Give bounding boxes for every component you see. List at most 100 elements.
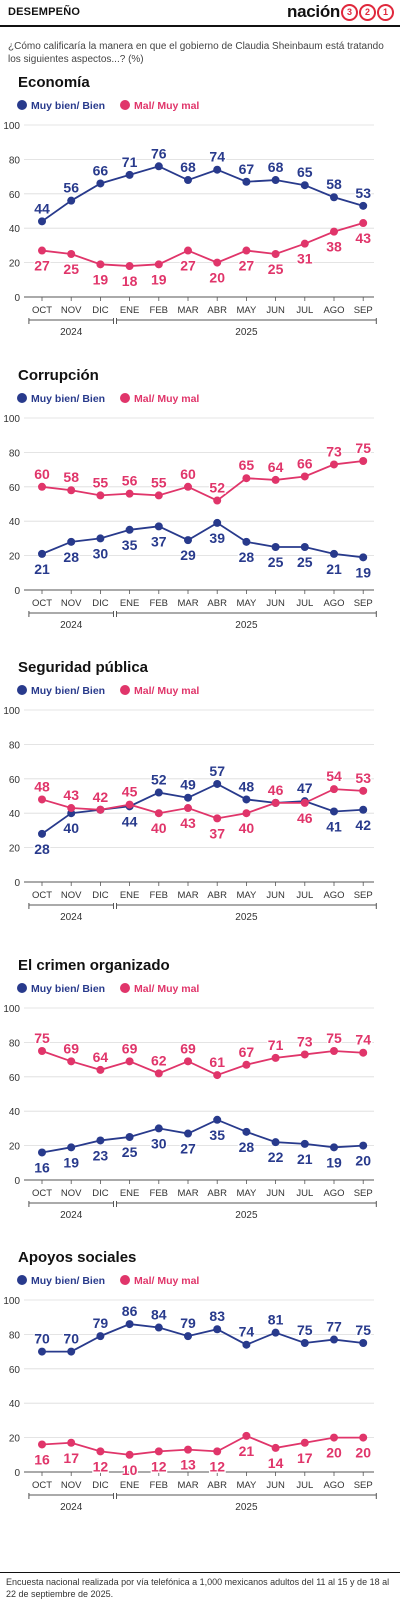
- y-tick-label: 40: [9, 517, 21, 528]
- x-tick-label: MAY: [236, 890, 257, 901]
- data-label: 28: [239, 1139, 255, 1155]
- x-tick-label: AGO: [323, 1188, 344, 1199]
- survey-question: ¿Cómo calificaría la manera en que el go…: [8, 41, 384, 65]
- data-label: 79: [93, 1315, 109, 1331]
- data-point: [330, 785, 338, 794]
- x-tick-label: DIC: [92, 1480, 109, 1491]
- data-point: [242, 537, 251, 546]
- x-tick-label: NOV: [61, 890, 82, 901]
- data-label: 77: [326, 1319, 342, 1335]
- data-point: [154, 1124, 163, 1133]
- data-label: 43: [355, 230, 371, 246]
- series-line: [41, 1118, 364, 1154]
- data-label: 12: [209, 1458, 225, 1474]
- data-label: 35: [122, 537, 138, 553]
- data-point: [271, 543, 280, 551]
- y-tick-label: 0: [14, 293, 20, 304]
- data-point: [125, 262, 134, 271]
- chart-title: Economía: [18, 74, 90, 91]
- data-label: 19: [326, 1154, 342, 1170]
- series-line: [41, 1050, 364, 1077]
- x-tick-label: MAR: [177, 1188, 198, 1199]
- data-label: 67: [239, 161, 255, 177]
- legend-marker: [120, 685, 130, 695]
- data-label: 58: [326, 176, 342, 192]
- x-tick-label: OCT: [32, 1188, 52, 1199]
- data-point: [300, 181, 309, 190]
- data-label: 37: [209, 825, 225, 841]
- data-point: [300, 239, 309, 248]
- data-point: [242, 474, 251, 483]
- x-tick-label: MAY: [236, 598, 257, 609]
- data-point: [242, 246, 251, 255]
- data-point: [67, 1438, 76, 1447]
- data-point: [184, 536, 192, 545]
- series-line: [41, 165, 364, 223]
- data-label: 28: [239, 549, 255, 565]
- x-tick-label: ENE: [120, 1188, 140, 1199]
- x-tick-label: JUL: [296, 890, 313, 901]
- data-label: 19: [151, 271, 167, 287]
- data-label: 30: [93, 545, 109, 561]
- brand-digit: 3: [341, 3, 358, 21]
- data-point: [359, 201, 368, 210]
- legend-marker: [120, 393, 130, 403]
- data-label: 74: [239, 1324, 255, 1340]
- data-point: [38, 829, 46, 838]
- chart-title: Apoyos sociales: [18, 1249, 136, 1266]
- data-label: 46: [297, 810, 313, 826]
- data-point: [154, 1069, 163, 1078]
- x-tick-label: DIC: [92, 1188, 109, 1199]
- x-tick-label: FEB: [150, 305, 168, 316]
- y-tick-label: 0: [14, 586, 20, 597]
- data-point: [184, 176, 192, 185]
- data-label: 66: [297, 455, 313, 471]
- data-label: 13: [180, 1457, 196, 1473]
- data-label: 60: [34, 466, 50, 482]
- x-tick-label: JUN: [266, 598, 285, 609]
- data-point: [359, 1141, 368, 1150]
- data-point: [125, 800, 134, 809]
- data-label: 65: [239, 457, 255, 473]
- data-point: [300, 1139, 309, 1148]
- data-point: [125, 1450, 134, 1459]
- data-point: [242, 809, 251, 818]
- legend-label: Muy bien/ Bien: [31, 393, 105, 405]
- data-point: [38, 1347, 46, 1356]
- data-point: [271, 176, 280, 185]
- y-tick-label: 60: [9, 1073, 21, 1084]
- data-point: [359, 1048, 368, 1057]
- x-tick-label: AGO: [323, 598, 344, 609]
- data-label: 60: [180, 466, 196, 482]
- data-label: 30: [151, 1135, 167, 1151]
- data-point: [67, 1057, 76, 1066]
- data-label: 57: [209, 763, 225, 779]
- x-tick-label: JUN: [266, 890, 285, 901]
- x-tick-label: MAY: [236, 305, 257, 316]
- data-point: [359, 553, 368, 562]
- y-tick-label: 80: [9, 1330, 21, 1341]
- y-tick-label: 100: [3, 1004, 20, 1015]
- data-point: [67, 1143, 76, 1152]
- data-point: [300, 543, 309, 551]
- data-point: [38, 795, 46, 804]
- x-tick-label: ENE: [120, 305, 140, 316]
- x-tick-label: NOV: [61, 1188, 82, 1199]
- year-label: 2024: [60, 1502, 83, 1513]
- x-tick-label: JUL: [296, 598, 313, 609]
- data-label: 70: [63, 1331, 79, 1347]
- data-label: 41: [326, 818, 342, 834]
- page-header: DESEMPEÑO nación 3 2 1: [0, 0, 400, 27]
- data-point: [125, 170, 134, 179]
- data-label: 22: [268, 1149, 284, 1165]
- y-tick-label: 0: [14, 878, 20, 889]
- x-tick-label: MAR: [177, 305, 198, 316]
- data-label: 21: [326, 561, 342, 577]
- data-point: [330, 549, 338, 558]
- data-label: 56: [63, 180, 79, 196]
- data-point: [330, 460, 338, 469]
- x-tick-label: JUL: [296, 1480, 313, 1491]
- data-label: 73: [326, 443, 342, 459]
- data-label: 45: [122, 784, 138, 800]
- series-line: [41, 788, 364, 820]
